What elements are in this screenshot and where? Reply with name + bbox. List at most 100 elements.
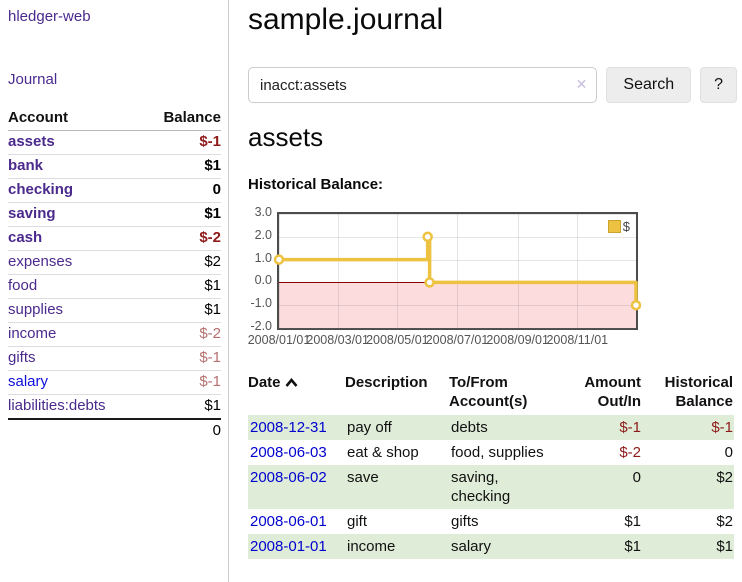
account-link-gifts[interactable]: gifts <box>8 349 36 366</box>
sidebar-item-journal[interactable]: Journal <box>8 71 58 88</box>
account-link-liabilities-debts[interactable]: liabilities:debts <box>8 397 106 414</box>
account-link-food[interactable]: food <box>8 277 38 294</box>
account-balance: $2 <box>141 250 221 275</box>
amount-column-header: Amount Out/In <box>584 374 641 410</box>
account-balance: $1 <box>141 274 221 299</box>
negative-region <box>279 282 636 328</box>
accounts-table-header: Account Balance <box>8 106 221 131</box>
account-balance: $-1 <box>141 130 221 155</box>
account-balance: $1 <box>141 154 221 179</box>
account-balance: $1 <box>141 394 221 419</box>
x-tick-label: 2008/05/01 <box>366 333 429 347</box>
transaction-description: eat & shop <box>347 444 419 461</box>
register-header-row: Date Description To/From Account(s) Amou… <box>248 371 734 415</box>
account-link-income[interactable]: income <box>8 325 57 342</box>
transaction-amount: $1 <box>624 513 641 530</box>
account-link-expenses[interactable]: expenses <box>8 253 73 270</box>
help-button[interactable]: ? <box>700 67 737 103</box>
account-row: expenses $2 <box>8 250 221 275</box>
account-balance: $-2 <box>141 226 221 251</box>
main-content: sample.journal ✕ Search ? assets Histori… <box>248 0 737 559</box>
transaction-description: income <box>345 534 449 559</box>
account-link-checking[interactable]: checking <box>8 181 74 198</box>
account-link-assets[interactable]: assets <box>8 133 55 150</box>
account-balance: 0 <box>141 178 221 203</box>
account-balance: $-1 <box>141 370 221 395</box>
account-row: checking 0 <box>8 178 221 203</box>
transaction-amount: $1 <box>561 534 642 559</box>
transaction-date-link[interactable]: 2008-01-01 <box>250 538 327 555</box>
transaction-date-link[interactable]: 2008-06-02 <box>250 469 327 486</box>
balance-chart: 3.0 2.0 1.0 0.0 -1.0 -2.0 $ 2008/01/01 2… <box>247 205 737 351</box>
accounts-total: 0 <box>141 418 221 443</box>
transaction-amount: $-2 <box>619 444 641 461</box>
transaction-balance: $2 <box>716 513 733 530</box>
transaction-accounts: debts <box>449 415 561 440</box>
account-row: income $-2 <box>8 322 221 347</box>
transaction-balance: $-1 <box>642 415 734 440</box>
transaction-date-link[interactable]: 2008-06-01 <box>250 513 327 530</box>
balance-column-header: Historical Balance <box>664 374 733 410</box>
account-link-salary[interactable]: salary <box>8 373 49 390</box>
account-row: saving $1 <box>8 202 221 227</box>
x-tick-label: 2008/11/01 <box>546 333 609 347</box>
account-link-supplies[interactable]: supplies <box>8 301 64 318</box>
search-button[interactable]: Search <box>606 67 692 103</box>
date-column-header[interactable]: Date <box>248 371 345 415</box>
account-balance: $-1 <box>141 346 221 371</box>
accounts-column-header: To/From Account(s) <box>449 374 528 410</box>
account-link-cash[interactable]: cash <box>8 229 43 246</box>
register-table: Date Description To/From Account(s) Amou… <box>248 371 734 559</box>
transaction-amount: 0 <box>561 465 642 509</box>
account-row: assets $-1 <box>8 130 221 155</box>
x-tick-label: 2008/07/01 <box>425 333 489 347</box>
clear-search-icon[interactable]: ✕ <box>575 76 588 92</box>
chart-legend: $ <box>605 218 632 235</box>
account-column-header: Account <box>8 106 142 131</box>
account-row: cash $-2 <box>8 226 221 251</box>
register-row: 2008-06-03 eat & shop food, supplies $-2… <box>248 440 734 465</box>
app-title-link[interactable]: hledger-web <box>8 8 91 25</box>
transaction-balance: $1 <box>642 534 734 559</box>
account-heading: assets <box>248 122 324 152</box>
account-row: gifts $-1 <box>8 346 221 371</box>
y-tick-label: -2.0 <box>250 319 272 333</box>
transaction-accounts: food, supplies <box>451 444 544 461</box>
register-row: 2008-01-01 income salary $1 $1 <box>248 534 734 559</box>
transaction-balance: 0 <box>724 444 733 461</box>
transaction-balance: $2 <box>642 465 734 509</box>
account-link-bank[interactable]: bank <box>8 157 44 174</box>
y-tick-label: 1.0 <box>254 250 272 265</box>
transaction-accounts: salary <box>449 534 561 559</box>
x-tick-label: 2008/09/01 <box>486 333 549 347</box>
account-balance: $-2 <box>141 322 221 347</box>
register-row: 2008-06-01 gift gifts $1 $2 <box>248 509 734 534</box>
chart-title: Historical Balance: <box>248 176 384 193</box>
y-tick-label: -1.0 <box>250 296 272 311</box>
search-input[interactable] <box>248 67 598 103</box>
transaction-date-link[interactable]: 2008-06-03 <box>250 444 327 461</box>
transaction-amount: $-1 <box>561 415 642 440</box>
transaction-accounts: saving, checking <box>449 465 561 509</box>
x-tick-label: 2008/01/01 <box>247 333 311 347</box>
account-row: salary $-1 <box>8 370 221 395</box>
account-row: liabilities:debts $1 <box>8 394 221 419</box>
accounts-table: Account Balance assets $-1 bank $1 checkin… <box>8 106 221 443</box>
search-form: ✕ Search ? <box>248 67 737 103</box>
y-tick-label: 0.0 <box>254 273 272 288</box>
description-column-header: Description <box>345 374 428 391</box>
transaction-accounts: gifts <box>451 513 479 530</box>
account-link-saving[interactable]: saving <box>8 205 56 222</box>
account-balance: $1 <box>141 202 221 227</box>
register-row: 2008-12-31 pay off debts $-1 $-1 <box>248 415 734 440</box>
legend-label: $ <box>622 219 630 234</box>
chart-plot-area[interactable]: $ <box>273 212 642 330</box>
sidebar: hledger-web Journal Account Balance asse… <box>0 0 229 582</box>
balance-column-header: Balance <box>141 106 221 131</box>
account-row: supplies $1 <box>8 298 221 323</box>
transaction-date-link[interactable]: 2008-12-31 <box>250 419 327 436</box>
account-row: food $1 <box>8 274 221 299</box>
transaction-description: pay off <box>345 415 449 440</box>
register-row: 2008-06-02 save saving, checking 0 $2 <box>248 465 734 509</box>
y-tick-label: 3.0 <box>254 205 272 219</box>
